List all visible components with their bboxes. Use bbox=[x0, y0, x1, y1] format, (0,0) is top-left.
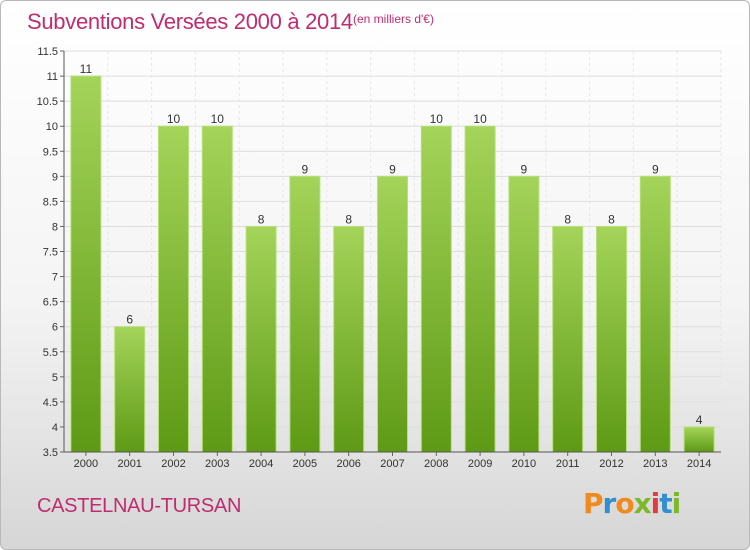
y-tick-label: 11.5 bbox=[37, 46, 58, 58]
axes: 3.5 4 4.5 5 5.5 6 6.5 7 7.5 8 8.5 9 9.5 10 10.5 11 11.5 2… bbox=[37, 46, 721, 470]
x-tick-label: 2008 bbox=[424, 458, 448, 470]
y-tick-label: 6.5 bbox=[43, 297, 58, 309]
x-tick-label: 2004 bbox=[249, 458, 273, 470]
bar-value-label: 8 bbox=[608, 212, 615, 226]
bar-value-label: 9 bbox=[389, 162, 396, 176]
bar-value-label: 6 bbox=[126, 313, 133, 327]
y-tick-label: 3.5 bbox=[43, 447, 58, 459]
bar-value-label: 9 bbox=[302, 162, 309, 176]
y-tick-label: 5.5 bbox=[43, 347, 58, 359]
x-tick-label: 2001 bbox=[117, 458, 141, 470]
bar-2008 bbox=[420, 125, 452, 453]
bar-2005 bbox=[289, 175, 321, 453]
chart-unit-note: (en milliers d'€) bbox=[353, 12, 434, 26]
bar-2007 bbox=[377, 175, 408, 453]
bar-value-label: 10 bbox=[430, 112, 444, 126]
commune-name: CASTELNAU-TURSAN bbox=[37, 495, 242, 517]
x-tick-label: 2003 bbox=[205, 458, 229, 470]
bar-2001 bbox=[114, 326, 146, 453]
y-tick-label: 4.5 bbox=[43, 397, 58, 409]
x-tick-label: 2005 bbox=[293, 458, 317, 470]
y-tick-label: 6 bbox=[52, 322, 58, 334]
y-tick-label: 10 bbox=[46, 121, 58, 133]
x-tick-label: 2006 bbox=[336, 458, 360, 470]
y-tick-label: 7 bbox=[52, 272, 58, 284]
x-tick-label: 2012 bbox=[599, 458, 623, 470]
bars: 11 6 10 10 8 9 8 9 10 10 9 8 8 9 4 bbox=[70, 62, 715, 453]
bar-value-label: 4 bbox=[696, 413, 703, 427]
bar-value-label: 8 bbox=[258, 212, 265, 226]
bar-2011 bbox=[552, 225, 584, 453]
proxiti-logo[interactable]: Proxiti bbox=[583, 487, 681, 520]
bar-2010 bbox=[508, 175, 540, 453]
y-tick-label: 7.5 bbox=[43, 247, 58, 259]
bar-value-label: 11 bbox=[80, 62, 93, 76]
bar-value-label: 10 bbox=[167, 112, 181, 126]
bar-2014 bbox=[683, 426, 715, 453]
y-tick-label: 10.5 bbox=[37, 96, 58, 108]
bar-value-label: 9 bbox=[652, 162, 659, 176]
y-tick-label: 9 bbox=[52, 171, 58, 183]
y-tick-label: 5 bbox=[52, 372, 58, 384]
x-tick-label: 2013 bbox=[643, 458, 667, 470]
bar-2013 bbox=[639, 175, 671, 453]
x-tick-label: 2000 bbox=[74, 458, 98, 470]
x-tick-label: 2010 bbox=[512, 458, 536, 470]
y-tick-label: 8.5 bbox=[43, 196, 58, 208]
bar-2002 bbox=[158, 125, 189, 453]
bar-2006 bbox=[333, 225, 365, 453]
bar-value-label: 9 bbox=[521, 162, 528, 176]
x-tick-label: 2009 bbox=[468, 458, 492, 470]
bar-value-label: 8 bbox=[345, 212, 352, 226]
chart-title: Subventions Versées 2000 à 2014 bbox=[27, 9, 353, 34]
x-tick-label: 2007 bbox=[380, 458, 404, 470]
bar-value-label: 10 bbox=[211, 112, 225, 126]
y-tick-label: 4 bbox=[52, 422, 58, 434]
bar-value-label: 8 bbox=[564, 212, 571, 226]
bar-2009 bbox=[464, 125, 496, 453]
bar-2012 bbox=[596, 225, 627, 453]
bar-2004 bbox=[245, 225, 277, 453]
x-tick-label: 2011 bbox=[556, 458, 580, 470]
y-tick-label: 8 bbox=[52, 221, 58, 233]
x-tick-label: 2002 bbox=[161, 458, 185, 470]
bar-value-label: 10 bbox=[473, 112, 487, 126]
y-tick-label: 9.5 bbox=[43, 146, 58, 158]
bar-2000 bbox=[70, 75, 102, 453]
bar-2003 bbox=[201, 125, 233, 453]
x-tick-label: 2014 bbox=[687, 458, 711, 470]
y-tick-label: 11 bbox=[47, 71, 58, 83]
